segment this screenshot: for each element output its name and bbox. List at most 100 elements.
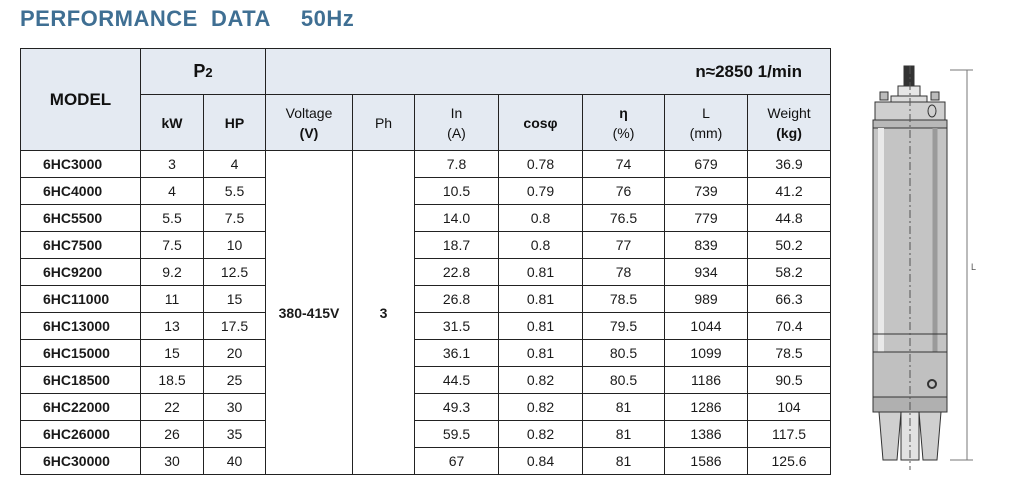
weight-cell: 41.2 bbox=[746, 177, 832, 205]
weight-cell: 44.8 bbox=[746, 204, 832, 232]
kw-cell: 22 bbox=[140, 393, 204, 421]
model-cell: 6HC22000 bbox=[20, 393, 141, 421]
kw-cell: 3 bbox=[140, 150, 204, 178]
table-body: 6HC3000 3 4 380-415V 3 7.8 0.78 74 679 36.9 6HC400… bbox=[20, 150, 832, 475]
hp-cell: 30 bbox=[203, 393, 266, 421]
title-main: PERFORMANCE DATA bbox=[20, 6, 271, 31]
efficiency-cell: 79.5 bbox=[582, 312, 665, 340]
current-cell: 67 bbox=[414, 447, 499, 475]
efficiency-cell: 76 bbox=[582, 177, 665, 205]
cos-cell: 0.79 bbox=[498, 177, 583, 205]
kw-cell: 30 bbox=[140, 447, 204, 475]
efficiency-cell: 80.5 bbox=[582, 339, 665, 367]
kw-cell: 9.2 bbox=[140, 258, 204, 286]
table-row: 6HC18500 18.5 25 44.5 0.82 80.5 1186 90.5 bbox=[20, 366, 832, 394]
weight-cell: 117.5 bbox=[746, 420, 832, 448]
cos-cell: 0.81 bbox=[498, 258, 583, 286]
hp-cell: 5.5 bbox=[203, 177, 266, 205]
cos-cell: 0.78 bbox=[498, 150, 583, 178]
model-cell: 6HC15000 bbox=[20, 339, 141, 367]
ph-header: Ph bbox=[352, 94, 415, 151]
length-cell: 1099 bbox=[664, 339, 748, 367]
length-cell: 1186 bbox=[664, 366, 748, 394]
in-header: In (A) bbox=[414, 94, 499, 151]
length-cell: 1044 bbox=[664, 312, 748, 340]
table-row: 6HC15000 15 20 36.1 0.81 80.5 1099 78.5 bbox=[20, 339, 832, 367]
weight-header: Weight (kg) bbox=[746, 94, 832, 151]
kw-cell: 18.5 bbox=[140, 366, 204, 394]
cos-cell: 0.8 bbox=[498, 231, 583, 259]
table-row: 6HC7500 7.5 10 18.7 0.8 77 839 50.2 bbox=[20, 231, 832, 259]
length-cell: 1386 bbox=[664, 420, 748, 448]
speed-header: n≈2850 1/min bbox=[264, 48, 832, 95]
cos-cell: 0.81 bbox=[498, 312, 583, 340]
table-row: 6HC5500 5.5 7.5 14.0 0.8 76.5 779 44.8 bbox=[20, 204, 832, 232]
model-cell: 6HC3000 bbox=[20, 150, 141, 178]
cos-cell: 0.82 bbox=[498, 366, 583, 394]
table-row: 6HC4000 4 5.5 10.5 0.79 76 739 41.2 bbox=[20, 177, 832, 205]
current-cell: 7.8 bbox=[414, 150, 499, 178]
efficiency-cell: 80.5 bbox=[582, 366, 665, 394]
efficiency-cell: 81 bbox=[582, 447, 665, 475]
kw-cell: 7.5 bbox=[140, 231, 204, 259]
model-cell: 6HC7500 bbox=[20, 231, 141, 259]
current-cell: 31.5 bbox=[414, 312, 499, 340]
hp-cell: 25 bbox=[203, 366, 266, 394]
cos-cell: 0.82 bbox=[498, 393, 583, 421]
efficiency-cell: 77 bbox=[582, 231, 665, 259]
model-cell: 6HC9200 bbox=[20, 258, 141, 286]
model-cell: 6HC5500 bbox=[20, 204, 141, 232]
current-cell: 49.3 bbox=[414, 393, 499, 421]
current-cell: 22.8 bbox=[414, 258, 499, 286]
table-row: 6HC26000 26 35 59.5 0.82 81 1386 117.5 bbox=[20, 420, 832, 448]
voltage-header: Voltage (V) bbox=[265, 94, 353, 151]
model-cell: 6HC26000 bbox=[20, 420, 141, 448]
hp-cell: 17.5 bbox=[203, 312, 266, 340]
hp-cell: 20 bbox=[203, 339, 266, 367]
kw-cell: 11 bbox=[140, 285, 204, 313]
weight-cell: 70.4 bbox=[746, 312, 832, 340]
weight-cell: 66.3 bbox=[746, 285, 832, 313]
efficiency-cell: 76.5 bbox=[582, 204, 665, 232]
weight-cell: 78.5 bbox=[746, 339, 832, 367]
model-cell: 6HC13000 bbox=[20, 312, 141, 340]
efficiency-cell: 81 bbox=[582, 393, 665, 421]
length-cell: 839 bbox=[664, 231, 748, 259]
table-row: 6HC30000 30 40 67 0.84 81 1586 125.6 bbox=[20, 447, 832, 475]
current-cell: 10.5 bbox=[414, 177, 499, 205]
weight-cell: 58.2 bbox=[746, 258, 832, 286]
length-cell: 1586 bbox=[664, 447, 748, 475]
current-cell: 36.1 bbox=[414, 339, 499, 367]
hp-cell: 12.5 bbox=[203, 258, 266, 286]
table-row: 6HC9200 9.2 12.5 22.8 0.81 78 934 58.2 bbox=[20, 258, 832, 286]
current-cell: 14.0 bbox=[414, 204, 499, 232]
hp-cell: 7.5 bbox=[203, 204, 266, 232]
efficiency-cell: 74 bbox=[582, 150, 665, 178]
dimension-label: L bbox=[971, 262, 976, 272]
motor-drawing: L bbox=[872, 65, 976, 470]
current-cell: 26.8 bbox=[414, 285, 499, 313]
hp-cell: 10 bbox=[203, 231, 266, 259]
cos-cell: 0.84 bbox=[498, 447, 583, 475]
kw-cell: 13 bbox=[140, 312, 204, 340]
cos-header: cosφ bbox=[498, 94, 583, 151]
model-cell: 6HC30000 bbox=[20, 447, 141, 475]
efficiency-cell: 81 bbox=[582, 420, 665, 448]
voltage-cell: 380-415V bbox=[265, 150, 353, 475]
model-cell: 6HC18500 bbox=[20, 366, 141, 394]
phase-cell: 3 bbox=[352, 150, 415, 475]
kw-cell: 5.5 bbox=[140, 204, 204, 232]
current-cell: 18.7 bbox=[414, 231, 499, 259]
hp-cell: 4 bbox=[203, 150, 266, 178]
length-cell: 739 bbox=[664, 177, 748, 205]
length-header: L (mm) bbox=[664, 94, 748, 151]
efficiency-cell: 78.5 bbox=[582, 285, 665, 313]
cos-cell: 0.81 bbox=[498, 339, 583, 367]
efficiency-cell: 78 bbox=[582, 258, 665, 286]
model-header: MODEL bbox=[20, 48, 141, 151]
hp-cell: 40 bbox=[203, 447, 266, 475]
hp-cell: 35 bbox=[203, 420, 266, 448]
performance-table: MODEL P2 n≈2850 1/min kW HP Voltage (V) P… bbox=[20, 48, 832, 475]
title-frequency: 50Hz bbox=[300, 6, 355, 31]
cos-cell: 0.81 bbox=[498, 285, 583, 313]
